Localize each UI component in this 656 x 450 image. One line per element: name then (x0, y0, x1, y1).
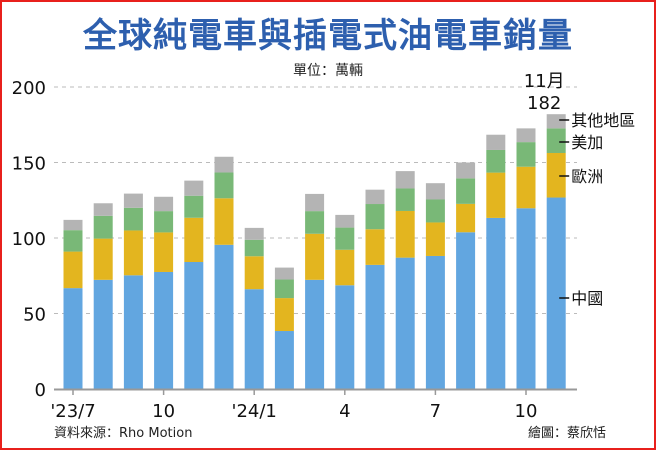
bar-segment-美加 (214, 172, 234, 199)
bar-segment-中國 (274, 331, 294, 389)
x-tick-label: 10 (515, 401, 538, 422)
bar-segment-其他地區 (274, 267, 294, 280)
bar-segment-中國 (546, 197, 566, 389)
bar-segment-歐洲 (516, 166, 536, 209)
bar-segment-美加 (154, 211, 174, 233)
bar-segment-歐洲 (546, 152, 566, 198)
y-tick-label: 50 (23, 305, 46, 326)
bar-segment-中國 (486, 217, 506, 389)
y-tick-label: 0 (35, 380, 46, 401)
bar-segment-其他地區 (335, 214, 355, 228)
bar-segment-歐洲 (154, 232, 174, 272)
bar-segment-歐洲 (274, 298, 294, 332)
bar-segment-中國 (516, 208, 536, 389)
chart-unit: 單位：萬輛 (293, 63, 363, 79)
bar-segment-中國 (335, 285, 355, 389)
bar-segment-中國 (184, 262, 204, 389)
bar-segment-其他地區 (244, 227, 264, 240)
annotation-total: 182 (527, 93, 561, 114)
bar-segment-中國 (123, 275, 143, 389)
x-tick-label: 4 (339, 401, 350, 422)
bar-segment-其他地區 (546, 114, 566, 129)
legend-label: 美加 (571, 133, 603, 152)
bar-segment-其他地區 (395, 171, 415, 189)
x-tick-label: '24/1 (232, 401, 277, 422)
chart-title: 全球純電車與插電式油電車銷量 (83, 16, 573, 56)
bar-segment-美加 (395, 188, 415, 211)
bar-segment-歐洲 (335, 249, 355, 286)
bar-segment-其他地區 (214, 156, 234, 173)
bar-segment-中國 (154, 271, 174, 389)
bar-segment-歐洲 (93, 238, 113, 280)
bar-segment-歐洲 (486, 172, 506, 218)
bar-segment-歐洲 (425, 222, 445, 256)
x-tick-label: 7 (430, 401, 441, 422)
bar-segment-其他地區 (365, 189, 385, 205)
y-tick-label: 200 (12, 78, 46, 99)
bar-segment-其他地區 (425, 183, 445, 200)
bar-segment-歐洲 (395, 210, 415, 258)
x-tick-label: 10 (152, 401, 175, 422)
annotation-month: 11月 (524, 71, 565, 92)
legend-label: 中國 (571, 289, 603, 308)
bar-segment-其他地區 (305, 193, 325, 212)
bar-segment-歐洲 (123, 230, 143, 276)
bar-segment-美加 (425, 199, 445, 223)
bar-segment-美加 (123, 207, 143, 231)
y-tick-label: 100 (12, 229, 46, 250)
bar-segment-歐洲 (244, 256, 264, 290)
data-source: 資料來源：Rho Motion (54, 426, 193, 441)
bar-segment-美加 (456, 178, 476, 204)
bar-segment-美加 (486, 149, 506, 173)
y-tick-label: 150 (12, 154, 46, 175)
bar-segment-美加 (305, 211, 325, 234)
bar-segment-美加 (516, 142, 536, 167)
bar-segment-歐洲 (305, 233, 325, 280)
bar-segment-其他地區 (123, 193, 143, 208)
bar-segment-中國 (305, 279, 325, 389)
bar-segment-中國 (63, 288, 83, 389)
bar-segment-美加 (365, 204, 385, 230)
bar-segment-中國 (395, 257, 415, 389)
bar-segment-美加 (274, 279, 294, 299)
bar-segment-美加 (63, 230, 83, 252)
bar-segment-中國 (244, 289, 264, 389)
bar-segment-中國 (456, 232, 476, 389)
legend-label: 其他地區 (571, 111, 635, 130)
legend-label: 歐洲 (571, 167, 603, 186)
bar-segment-美加 (335, 227, 355, 250)
bar-segment-美加 (184, 195, 204, 218)
bar-segment-其他地區 (456, 162, 476, 179)
bar-segment-其他地區 (93, 203, 113, 216)
bar-segment-歐洲 (365, 229, 385, 265)
x-tick-label: '23/7 (50, 401, 95, 422)
bar-segment-中國 (425, 255, 445, 389)
bar-segment-其他地區 (63, 219, 83, 231)
bar-segment-中國 (365, 264, 385, 389)
bar-segment-歐洲 (184, 217, 204, 263)
bar-segment-其他地區 (486, 134, 506, 150)
chart-credit: 繪圖：蔡欣恬 (527, 426, 606, 441)
bar-segment-美加 (93, 215, 113, 239)
bar-segment-歐洲 (63, 251, 83, 289)
bar-segment-其他地區 (516, 128, 536, 143)
bar-segment-歐洲 (456, 203, 476, 233)
bar-segment-中國 (93, 279, 113, 389)
bar-segment-美加 (546, 128, 566, 153)
bar-segment-歐洲 (214, 198, 234, 245)
bar-segment-其他地區 (184, 180, 204, 196)
bar-segment-中國 (214, 244, 234, 389)
bar-segment-美加 (244, 239, 264, 257)
bar-segment-其他地區 (154, 196, 174, 212)
